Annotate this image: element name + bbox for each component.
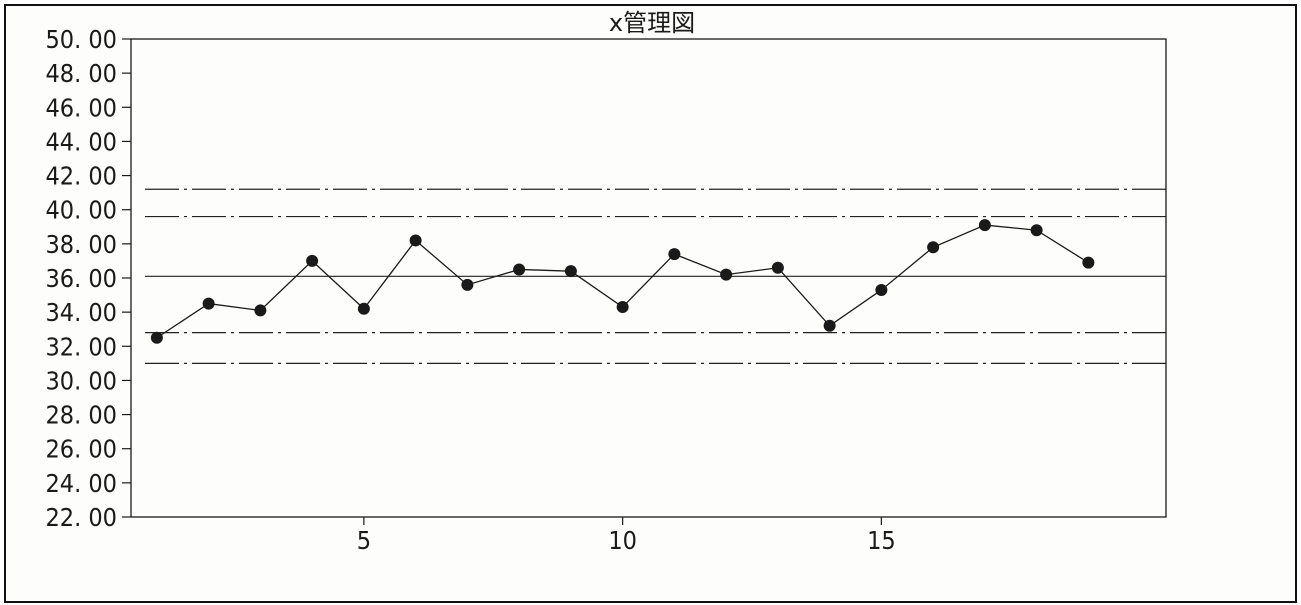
y-tick-label: 42. 00 (45, 162, 117, 191)
data-point (202, 297, 215, 310)
data-point (771, 261, 784, 274)
y-tick-label: 26. 00 (45, 435, 117, 464)
data-point (461, 278, 474, 291)
y-tick-label: 28. 00 (45, 401, 117, 430)
data-points (150, 219, 1095, 344)
data-point (357, 302, 370, 315)
series-line (156, 224, 1089, 339)
y-tick-label: 38. 00 (45, 230, 117, 259)
y-tick-label: 40. 00 (45, 196, 117, 225)
y-tick-label: 36. 00 (45, 264, 117, 293)
y-tick-label: 34. 00 (45, 298, 117, 327)
data-point (927, 241, 940, 254)
x-tick-label: 10 (608, 526, 637, 555)
data-point (306, 254, 319, 267)
data-point (823, 319, 836, 332)
x-tick-label: 5 (357, 526, 371, 555)
y-tick-label: 46. 00 (45, 93, 117, 122)
chart-title: x管理図 (609, 9, 695, 37)
data-series (156, 224, 1089, 339)
data-point (616, 301, 629, 314)
data-point (409, 234, 422, 247)
top-frame-edge (0, 0, 1301, 6)
y-tick-label: 24. 00 (45, 469, 117, 498)
y-axis-ticks: 22. 00 24. 00 26. 00 28. 00 30. 00 32. 00 34. … (45, 25, 131, 532)
data-point (720, 268, 733, 281)
y-tick-label: 30. 00 (45, 366, 117, 395)
data-point (978, 219, 991, 232)
data-point (513, 263, 526, 276)
data-point (1082, 256, 1095, 269)
data-point (254, 304, 267, 317)
data-point (875, 283, 888, 296)
x-tick-label: 15 (867, 526, 896, 555)
x-axis-ticks: 5 10 15 (357, 517, 896, 555)
data-point (1030, 224, 1043, 237)
y-tick-label: 48. 00 (45, 59, 117, 88)
data-point (564, 265, 577, 278)
data-point (150, 331, 163, 344)
y-tick-label: 50. 00 (45, 25, 117, 54)
y-tick-label: 32. 00 (45, 332, 117, 361)
plot-area (130, 38, 1167, 518)
control-limit-lines (145, 188, 1166, 364)
data-point (668, 248, 681, 261)
y-tick-label: 44. 00 (45, 127, 117, 156)
y-tick-label: 22. 00 (45, 503, 117, 532)
chart-frame (4, 4, 1297, 603)
